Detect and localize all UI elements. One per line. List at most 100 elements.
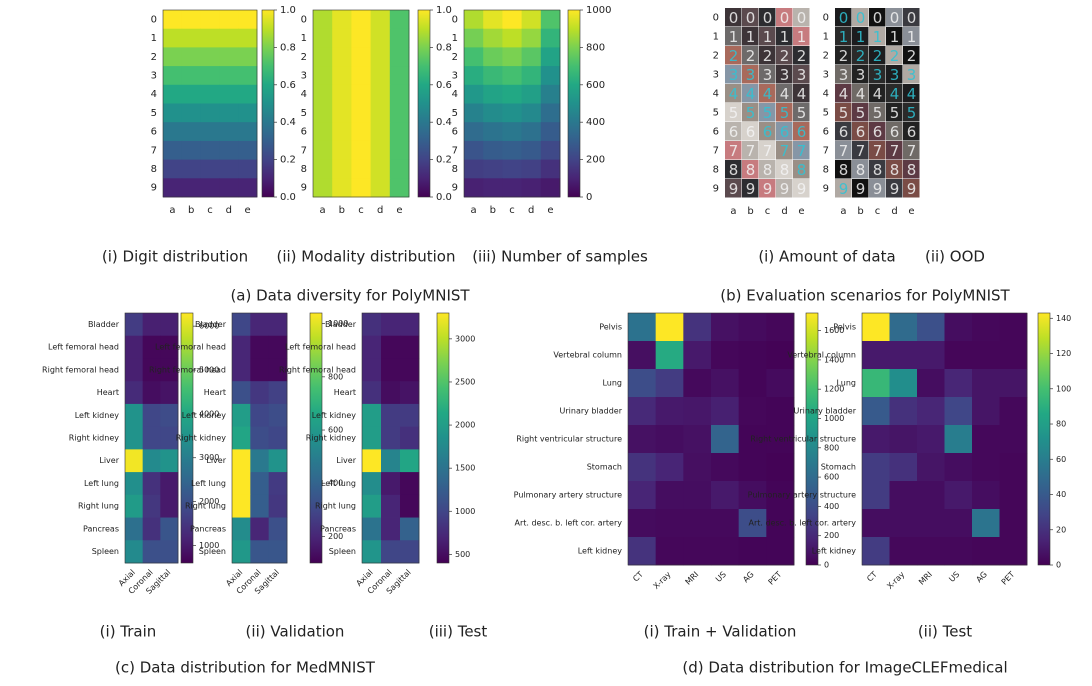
tile-digit: 7	[729, 142, 739, 160]
heatmap-cell	[332, 10, 352, 30]
heatmap-cell	[313, 28, 333, 48]
colorbar-tick-label: 20	[1056, 525, 1066, 534]
row-label: 5	[823, 108, 829, 119]
heatmap-cell	[163, 10, 183, 30]
colorbar-tick-label: 500	[455, 550, 470, 559]
heatmap-cell	[381, 426, 401, 450]
colorbar-tick-label: 100	[1056, 384, 1071, 393]
row-label: 8	[151, 164, 157, 175]
tile-digit: 9	[907, 180, 917, 198]
heatmap-cell	[862, 537, 890, 566]
heatmap-cell	[738, 481, 767, 510]
tile-digit: 2	[839, 47, 849, 65]
heatmap-cell	[200, 122, 220, 142]
heatmap-cell	[521, 10, 542, 30]
image-tile	[869, 103, 886, 122]
heatmap-cell	[238, 122, 258, 142]
row-label: Art. desc. b. left cor. artery	[748, 519, 856, 528]
heatmap-cell	[889, 369, 918, 398]
heatmap-cell	[972, 313, 1000, 342]
image-tile	[835, 46, 852, 65]
tile-digit: 1	[763, 28, 773, 46]
heatmap-cell	[370, 66, 391, 86]
heatmap-cell	[142, 358, 161, 382]
heatmap-cell	[540, 10, 561, 30]
row-label: 6	[823, 127, 829, 138]
heatmap-cell	[268, 540, 288, 564]
row-label: Liver	[336, 456, 356, 465]
colorbar-tick-label: 200	[328, 532, 343, 541]
tile-digit: 9	[797, 180, 807, 198]
row-label: Pancreas	[190, 524, 226, 533]
image-tile	[742, 46, 759, 65]
image-tile	[886, 179, 903, 198]
heatmap-cell	[972, 397, 1000, 426]
image-tile	[776, 141, 793, 160]
heatmap-cell	[125, 313, 144, 337]
heatmap-cell	[464, 159, 484, 179]
heatmap-cell	[313, 122, 333, 142]
colorbar-tick-label: 1500	[455, 464, 475, 473]
tile-digit: 3	[729, 66, 739, 84]
column-label: e	[908, 206, 914, 217]
tile-digit: 1	[907, 28, 917, 46]
colorbar-tick-label: 2500	[455, 377, 475, 386]
heatmap-cell	[142, 381, 161, 405]
image-tile	[776, 179, 793, 198]
heatmap-cell	[142, 335, 161, 359]
heatmap-cell	[351, 47, 371, 67]
heatmap-cell	[655, 481, 684, 510]
heatmap-cell	[711, 537, 740, 566]
heatmap-cell	[313, 66, 333, 86]
row-label: Pulmonary artery structure	[748, 491, 856, 500]
colorbar-tick-label: 0	[586, 192, 592, 203]
tile-digit: 7	[873, 142, 883, 160]
heatmap-cell	[362, 358, 382, 382]
row-label: Right femoral head	[149, 365, 226, 374]
image-tile	[725, 8, 742, 27]
image-tile	[742, 27, 759, 46]
image-tile	[869, 65, 886, 84]
heatmap-cell	[628, 397, 657, 426]
column-label: d	[528, 205, 534, 216]
colorbar	[417, 9, 431, 198]
row-label: Pelvis	[599, 323, 622, 332]
row-label: 1	[823, 32, 829, 43]
tile-digit: 4	[729, 85, 739, 103]
row-label: Heart	[97, 388, 119, 397]
heatmap-cell	[370, 103, 391, 123]
image-tile	[886, 103, 903, 122]
heatmap-cell	[502, 159, 522, 179]
tile-digit: 5	[729, 104, 739, 122]
heatmap-cell	[200, 103, 220, 123]
tile-digit: 2	[890, 47, 900, 65]
heatmap-cell	[683, 481, 712, 510]
heatmap-cell	[502, 140, 522, 160]
heatmap-cell	[250, 494, 270, 518]
heatmap-cell	[160, 358, 179, 382]
heatmap-cell	[332, 47, 352, 67]
row-label: 6	[151, 127, 157, 138]
row-label: Art. desc. b. left cor. artery	[514, 519, 622, 528]
heatmap-cell	[889, 341, 918, 370]
heatmap-cell	[464, 178, 484, 198]
heatmap-cell	[125, 426, 144, 450]
row-label: Pulmonary artery structure	[514, 491, 622, 500]
row-label: Heart	[334, 388, 356, 397]
heatmap-cell	[142, 517, 161, 541]
heatmap-cell	[944, 481, 973, 510]
image-tile	[886, 122, 903, 141]
heatmap-cell	[142, 494, 161, 518]
tile-digit: 9	[746, 180, 756, 198]
heatmap-cell	[163, 103, 183, 123]
heatmap-cell	[483, 84, 503, 104]
row-label: Left femoral head	[48, 343, 119, 352]
colorbar-tick-label: 3000	[199, 453, 219, 462]
heatmap-cell	[381, 403, 401, 428]
heatmap-cell	[232, 358, 251, 382]
heatmap-cell	[521, 103, 542, 123]
heatmap-cell	[232, 494, 251, 518]
tile-digit: 4	[856, 85, 866, 103]
heatmap-cell	[313, 103, 333, 123]
